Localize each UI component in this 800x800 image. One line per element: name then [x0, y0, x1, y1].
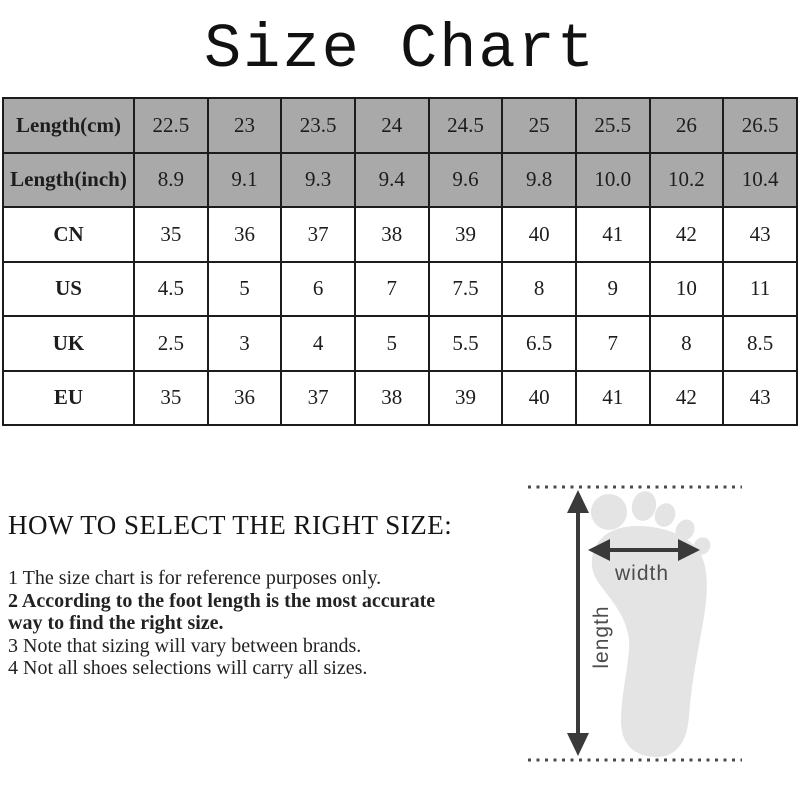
size-cell: 4 — [280, 315, 356, 372]
table-row-length-inch: Length(inch) 8.9 9.1 9.3 9.4 9.6 9.8 10.… — [2, 151, 798, 208]
size-cell: 35 — [133, 369, 209, 426]
size-cell: 8 — [501, 260, 577, 317]
size-cell: 9.3 — [280, 151, 356, 208]
size-cell: 6 — [280, 260, 356, 317]
size-cell: 25.5 — [574, 97, 651, 154]
size-cell: 8.5 — [722, 315, 798, 372]
table-row-us: US 4.5 5 6 7 7.5 8 9 10 11 — [2, 260, 798, 317]
size-cell: 38 — [353, 206, 430, 263]
size-cell: 41 — [574, 369, 651, 426]
table-row-length-cm: Length(cm) 22.5 23 23.5 24 24.5 25 25.5 … — [2, 97, 798, 154]
size-cell: 23.5 — [280, 97, 356, 154]
width-arrow — [588, 539, 700, 561]
size-cell: 10.4 — [722, 151, 798, 208]
size-cell: 9.4 — [353, 151, 430, 208]
size-cell: 36 — [206, 369, 283, 426]
size-cell: 2.5 — [133, 315, 209, 372]
guide-heading: HOW TO SELECT THE RIGHT SIZE: — [8, 510, 453, 540]
page-title: Size Chart — [203, 14, 597, 85]
size-cell: 43 — [722, 369, 798, 426]
row-header-length-cm: Length(cm) — [2, 97, 135, 154]
size-cell: 41 — [574, 206, 651, 263]
size-cell: 6.5 — [501, 315, 577, 372]
footprint-shape — [591, 491, 711, 758]
size-cell: 5 — [206, 260, 283, 317]
size-cell: 43 — [722, 206, 798, 263]
size-cell: 37 — [280, 369, 356, 426]
big-toe — [591, 494, 627, 530]
table-row-cn: CN 35 36 37 38 39 40 41 42 43 — [2, 206, 798, 263]
size-cell: 9 — [574, 260, 651, 317]
size-cell: 37 — [280, 206, 356, 263]
size-cell: 9.8 — [501, 151, 577, 208]
row-header-uk: UK — [2, 315, 135, 372]
row-header-eu: EU — [2, 369, 135, 426]
size-cell: 8.9 — [133, 151, 209, 208]
size-cell: 5 — [353, 315, 430, 372]
size-cell: 40 — [501, 369, 577, 426]
size-cell: 9.1 — [206, 151, 283, 208]
table-row-uk: UK 2.5 3 4 5 5.5 6.5 7 8 8.5 — [2, 315, 798, 372]
size-cell: 3 — [206, 315, 283, 372]
size-guide-section: HOW TO SELECT THE RIGHT SIZE: 1 The size… — [8, 510, 478, 680]
size-cell: 39 — [427, 206, 504, 263]
width-label: width — [614, 562, 669, 585]
row-header-length-inch: Length(inch) — [2, 151, 135, 208]
foot-measure-diagram: width length — [520, 440, 800, 800]
size-cell: 24.5 — [427, 97, 504, 154]
size-cell: 8 — [648, 315, 725, 372]
size-cell: 26 — [648, 97, 725, 154]
length-arrow — [567, 490, 589, 756]
size-cell: 10.2 — [648, 151, 725, 208]
size-cell: 39 — [427, 369, 504, 426]
guide-note-1: 1 The size chart is for reference purpos… — [8, 567, 382, 589]
size-cell: 35 — [133, 206, 209, 263]
size-cell: 4.5 — [133, 260, 209, 317]
size-cell: 10 — [648, 260, 725, 317]
size-cell: 36 — [206, 206, 283, 263]
size-cell: 10.0 — [574, 151, 651, 208]
row-header-cn: CN — [2, 206, 135, 263]
size-cell: 25 — [501, 97, 577, 154]
size-cell: 7.5 — [427, 260, 504, 317]
size-cell: 38 — [353, 369, 430, 426]
size-cell: 5.5 — [427, 315, 504, 372]
size-cell: 7 — [574, 315, 651, 372]
size-cell: 24 — [353, 97, 430, 154]
guide-note-4: 4 Not all shoes selections will carry al… — [8, 657, 368, 679]
size-cell: 26.5 — [722, 97, 798, 154]
size-cell: 42 — [648, 206, 725, 263]
length-label: length — [590, 605, 613, 668]
size-cell: 23 — [206, 97, 283, 154]
size-cell: 7 — [353, 260, 430, 317]
size-cell: 40 — [501, 206, 577, 263]
table-row-eu: EU 35 36 37 38 39 40 41 42 43 — [2, 369, 798, 426]
guide-note-3: 3 Note that sizing will vary between bra… — [8, 634, 362, 657]
size-cell: 9.6 — [427, 151, 504, 208]
size-cell: 11 — [722, 260, 798, 317]
size-cell: 22.5 — [133, 97, 209, 154]
size-chart-table: Length(cm) 22.5 23 23.5 24 24.5 25 25.5 … — [2, 97, 798, 426]
guide-notes: 1 The size chart is for reference purpos… — [8, 567, 440, 680]
size-cell: 42 — [648, 369, 725, 426]
row-header-us: US — [2, 260, 135, 317]
guide-note-2: 2 According to the foot length is the mo… — [8, 589, 436, 635]
